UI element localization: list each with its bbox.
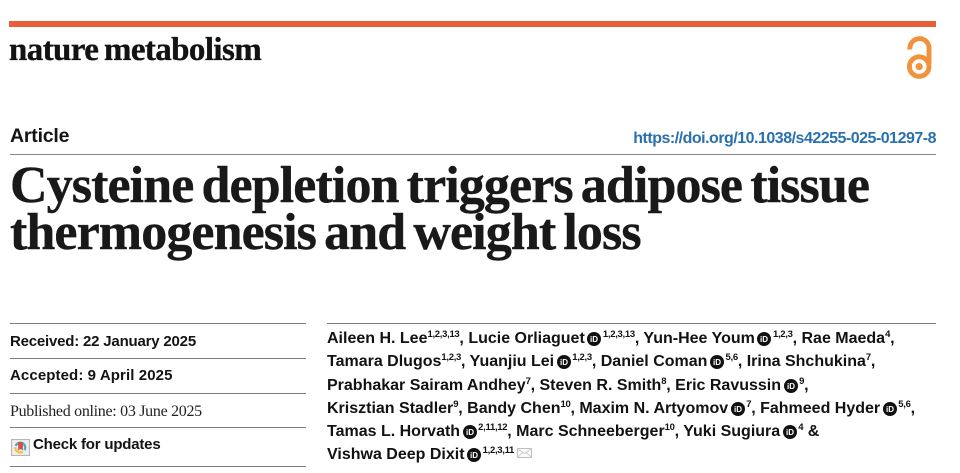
svg-text:iD: iD	[560, 358, 568, 367]
svg-text:iD: iD	[466, 428, 474, 437]
svg-text:iD: iD	[734, 405, 742, 414]
svg-text:iD: iD	[590, 335, 598, 344]
svg-text:iD: iD	[713, 358, 721, 367]
svg-text:iD: iD	[787, 381, 795, 390]
svg-text:iD: iD	[470, 451, 478, 460]
svg-text:iD: iD	[886, 405, 894, 414]
svg-text:iD: iD	[786, 428, 794, 437]
svg-text:iD: iD	[760, 335, 768, 344]
